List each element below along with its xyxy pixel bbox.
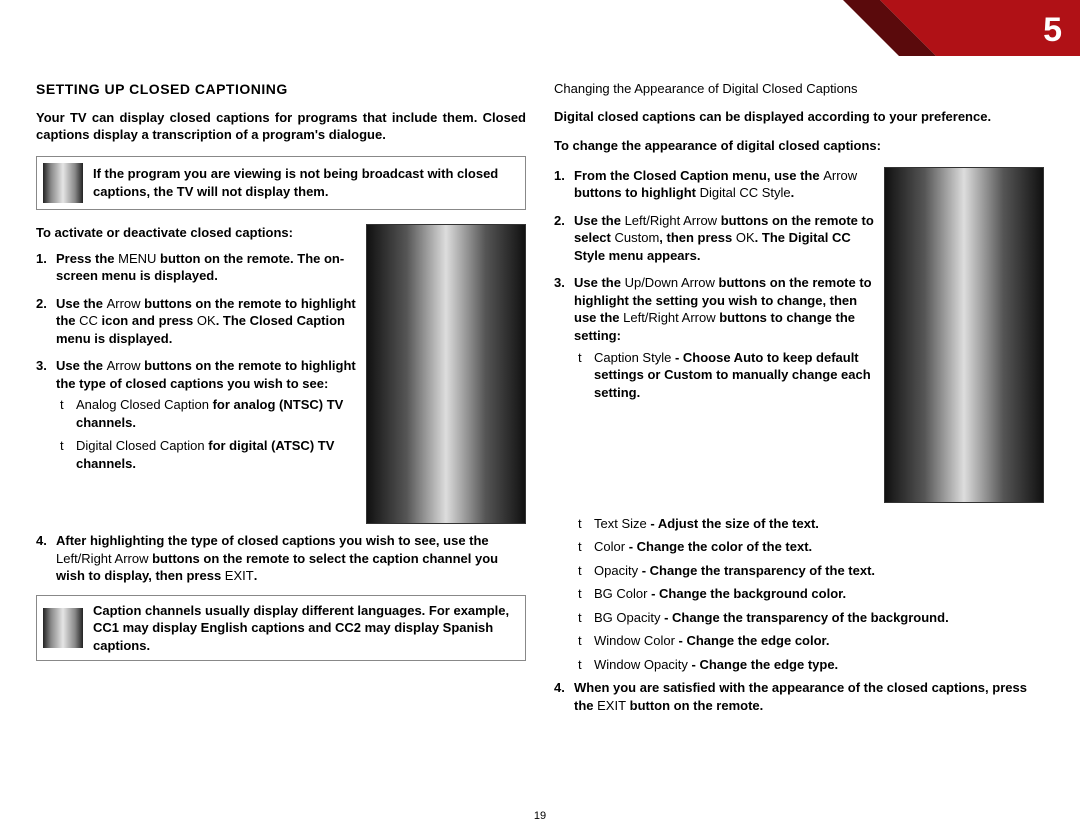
settings-sublist: Caption Style - Choose Auto to keep defa… <box>574 349 1044 402</box>
intro-text-right: Digital closed captions can be displayed… <box>554 108 1044 126</box>
intro-text: Your TV can display closed captions for … <box>36 109 526 144</box>
opt-bg-opacity: BG Opacity - Change the transparency of … <box>574 609 1044 627</box>
page-number: 19 <box>0 809 1080 824</box>
opt-caption-style: Caption Style - Choose Auto to keep defa… <box>574 349 1044 402</box>
opt-text-size: Text Size - Adjust the size of the text. <box>574 515 1044 533</box>
page-columns: SETTING UP CLOSED CAPTIONING Your TV can… <box>36 80 1044 725</box>
sub-digital: Digital Closed Caption for digital (ATSC… <box>56 437 526 472</box>
note-text: If the program you are viewing is not be… <box>93 165 519 200</box>
step-2: Use the Arrow buttons on the remote to h… <box>36 295 526 348</box>
step-3: Use the Arrow buttons on the remote to h… <box>36 357 526 472</box>
sub-analog: Analog Closed Caption for analog (NTSC) … <box>56 396 526 431</box>
note-box-1: If the program you are viewing is not be… <box>36 156 526 210</box>
note-icon <box>43 608 83 648</box>
opt-color: Color - Change the color of the text. <box>574 538 1044 556</box>
note-icon <box>43 163 83 203</box>
step-1: Press the MENU button on the remote. The… <box>36 250 526 285</box>
right-steps-list-cont: When you are satisfied with the appearan… <box>554 679 1044 714</box>
right-column: Changing the Appearance of Digital Close… <box>554 80 1044 725</box>
step-4: After highlighting the type of closed ca… <box>36 532 526 585</box>
opt-window-color: Window Color - Change the edge color. <box>574 632 1044 650</box>
note-box-2: Caption channels usually display differe… <box>36 595 526 662</box>
note-text: Caption channels usually display differe… <box>93 602 519 655</box>
chapter-number: 5 <box>1043 8 1062 54</box>
r-step-4: When you are satisfied with the appearan… <box>554 679 1044 714</box>
settings-sublist-cont: Text Size - Adjust the size of the text.… <box>554 515 1044 674</box>
opt-bg-color: BG Color - Change the background color. <box>574 585 1044 603</box>
steps-list-cont: After highlighting the type of closed ca… <box>36 532 526 585</box>
change-heading: To change the appearance of digital clos… <box>554 137 1044 155</box>
activate-section: To activate or deactivate closed caption… <box>36 224 526 585</box>
opt-window-opacity: Window Opacity - Change the edge type. <box>574 656 1044 674</box>
r-step-3: Use the Up/Down Arrow buttons on the rem… <box>554 274 1044 401</box>
r-step-1: From the Closed Caption menu, use the Ar… <box>554 167 1044 202</box>
section-heading: SETTING UP CLOSED CAPTIONING <box>36 80 526 99</box>
steps-list: Press the MENU button on the remote. The… <box>36 250 526 473</box>
chapter-tab: 5 <box>820 0 1080 56</box>
subheading: Changing the Appearance of Digital Close… <box>554 80 1044 98</box>
r-step-2: Use the Left/Right Arrow buttons on the … <box>554 212 1044 265</box>
step-3-sublist: Analog Closed Caption for analog (NTSC) … <box>56 396 526 472</box>
left-column: SETTING UP CLOSED CAPTIONING Your TV can… <box>36 80 526 725</box>
change-section: From the Closed Caption menu, use the Ar… <box>554 167 1044 715</box>
opt-opacity: Opacity - Change the transparency of the… <box>574 562 1044 580</box>
